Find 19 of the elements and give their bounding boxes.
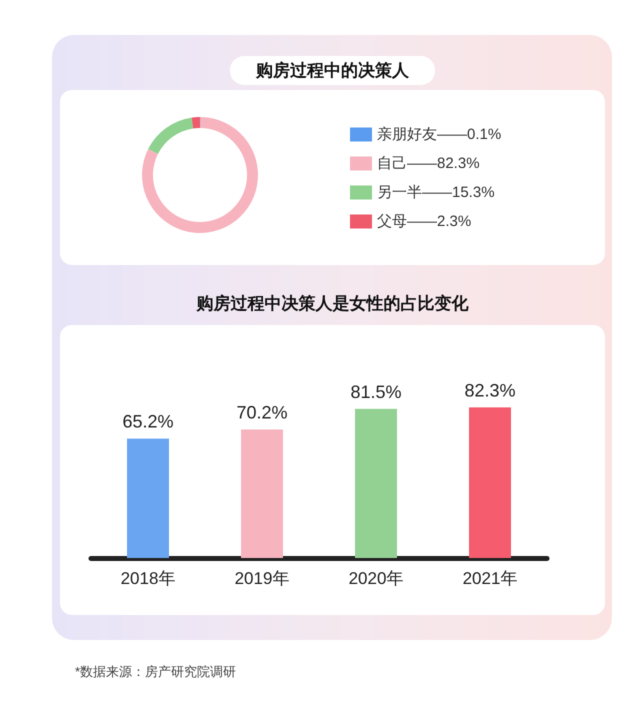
- data-label: 70.2%: [236, 402, 288, 423]
- bar: [127, 438, 169, 558]
- chart-title: 购房过程中决策人是女性的占比变化: [196, 294, 470, 313]
- bar: [241, 430, 283, 558]
- bar: [469, 407, 511, 558]
- x-tick-label: 2020年: [348, 569, 404, 588]
- text: *数据来源：房产研究院调研: [75, 664, 236, 679]
- data-label: 65.2%: [122, 412, 174, 432]
- x-tick-label: 2021年: [462, 569, 518, 588]
- legend-label: 亲朋好友——0.1%: [377, 126, 502, 143]
- data-label: 81.5%: [350, 382, 402, 402]
- bar: [355, 408, 397, 558]
- x-tick-label: 2018年: [120, 569, 176, 588]
- x-tick-label: 2019年: [234, 569, 290, 588]
- data-label: 82.3%: [464, 380, 516, 400]
- legend-label: 自己——82.3%: [377, 155, 480, 172]
- legend-label: 另一半——15.3%: [377, 184, 495, 201]
- chart-title: 购房过程中的决策人: [255, 61, 410, 80]
- legend-label: 父母——2.3%: [377, 213, 472, 230]
